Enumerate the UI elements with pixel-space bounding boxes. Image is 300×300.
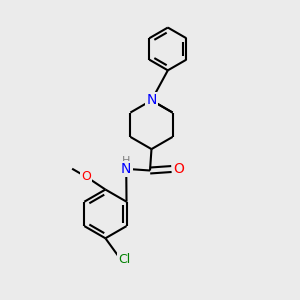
Text: Cl: Cl [118, 254, 130, 266]
Text: O: O [81, 170, 91, 183]
Text: H: H [122, 156, 130, 166]
Text: N: N [146, 93, 157, 107]
Text: O: O [173, 162, 184, 176]
Text: N: N [121, 162, 131, 176]
